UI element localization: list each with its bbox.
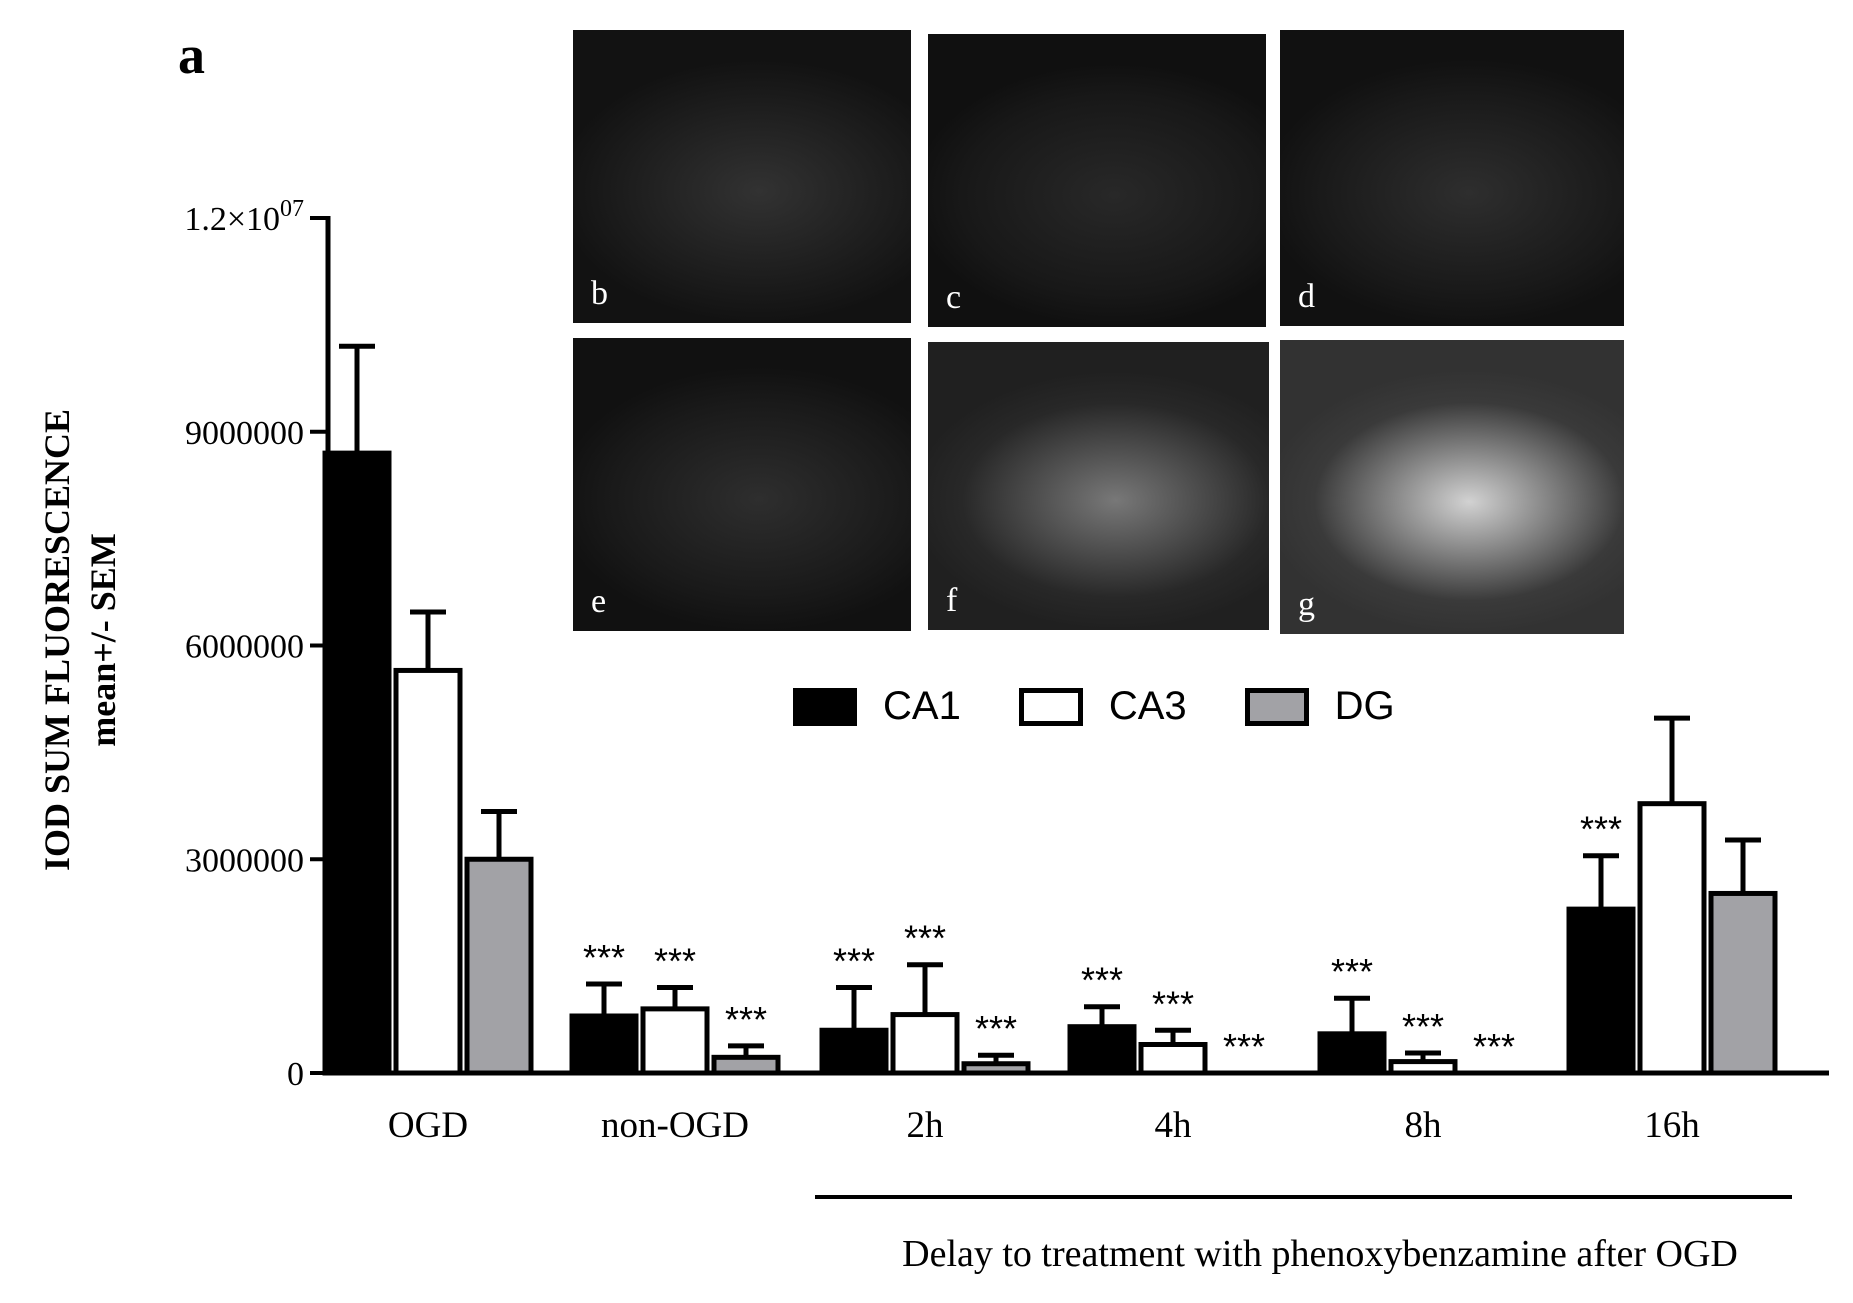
micrograph-f: f	[928, 342, 1269, 630]
legend-item-ca3: CA3	[1018, 684, 1187, 729]
bar-ca3	[1637, 801, 1707, 1076]
legend-swatch-dg	[1244, 687, 1309, 726]
significance-marker: ***	[725, 999, 767, 1040]
x-tick-label: 16h	[1644, 1105, 1700, 1146]
legend: CA1 CA3 DG	[793, 684, 1453, 729]
significance-marker: ***	[1473, 1026, 1515, 1067]
bar-dg	[1708, 890, 1778, 1076]
micrograph-g: g	[1280, 340, 1624, 634]
y-tick-label: 1.2×1007	[184, 196, 304, 238]
x-tick-label: 8h	[1405, 1105, 1443, 1146]
bracket-label: Delay to treatment with phenoxybenzamine…	[902, 1233, 1738, 1275]
significance-marker: ***	[1580, 809, 1622, 850]
y-tick-label: 6000000	[185, 629, 304, 666]
micrograph-c: c	[928, 34, 1266, 327]
significance-marker: ***	[1223, 1026, 1265, 1067]
bar-ca1	[819, 1027, 889, 1076]
bar-dg	[711, 1054, 781, 1076]
y-tick-label: 9000000	[185, 415, 304, 452]
bar-ca1	[1067, 1024, 1137, 1076]
bar-ca3	[1138, 1042, 1208, 1076]
micrograph-b: b	[573, 30, 911, 323]
x-tick-label: 4h	[1155, 1105, 1193, 1146]
micrograph-label-b: b	[591, 275, 608, 312]
significance-marker: ***	[1402, 1006, 1444, 1047]
y-tick-label: 0	[287, 1056, 304, 1093]
legend-item-dg: DG	[1244, 684, 1395, 729]
bar-ca1	[569, 1013, 639, 1076]
micrograph-label-c: c	[946, 279, 962, 316]
significance-marker: ***	[1331, 951, 1373, 992]
bar-ca1	[1566, 906, 1636, 1076]
legend-swatch-ca3	[1018, 687, 1083, 726]
y-tick-label-exponent: 07	[280, 196, 304, 222]
bar-ca3	[640, 1006, 710, 1076]
significance-marker: ***	[1152, 983, 1194, 1024]
bar-dg	[961, 1061, 1031, 1076]
bar-dg	[464, 856, 534, 1076]
micrograph-label-g: g	[1298, 586, 1315, 623]
x-tick-label: non-OGD	[601, 1105, 749, 1146]
micrograph-label-e: e	[591, 583, 607, 620]
significance-marker: ***	[654, 941, 696, 982]
legend-swatch-ca1	[793, 687, 857, 726]
x-tick-label: 2h	[907, 1105, 945, 1146]
legend-label-ca1: CA1	[883, 684, 961, 728]
bar-ca3	[890, 1012, 960, 1076]
bar-ca1	[1317, 1031, 1387, 1076]
significance-marker: ***	[1081, 960, 1123, 1001]
legend-label-ca3: CA3	[1108, 684, 1187, 728]
x-tick-label: OGD	[388, 1105, 468, 1146]
significance-marker: ***	[975, 1008, 1017, 1049]
micrograph-e: e	[573, 338, 911, 631]
panel-letter: a	[178, 25, 205, 85]
significance-marker: ***	[833, 941, 875, 982]
significance-marker: ***	[904, 918, 946, 959]
micrograph-d: d	[1280, 30, 1624, 326]
bar-ca3	[1388, 1059, 1458, 1076]
y-tick-label: 3000000	[185, 842, 304, 879]
significance-marker: ***	[583, 937, 625, 978]
micrograph-label-d: d	[1298, 278, 1315, 315]
bar-ca3	[393, 667, 463, 1076]
y-tick-label-base: 1.2×10	[184, 201, 280, 238]
bar-ca1	[322, 450, 392, 1076]
micrograph-label-f: f	[946, 582, 958, 619]
legend-item-ca1: CA1	[793, 684, 961, 729]
legend-label-dg: DG	[1334, 684, 1395, 728]
